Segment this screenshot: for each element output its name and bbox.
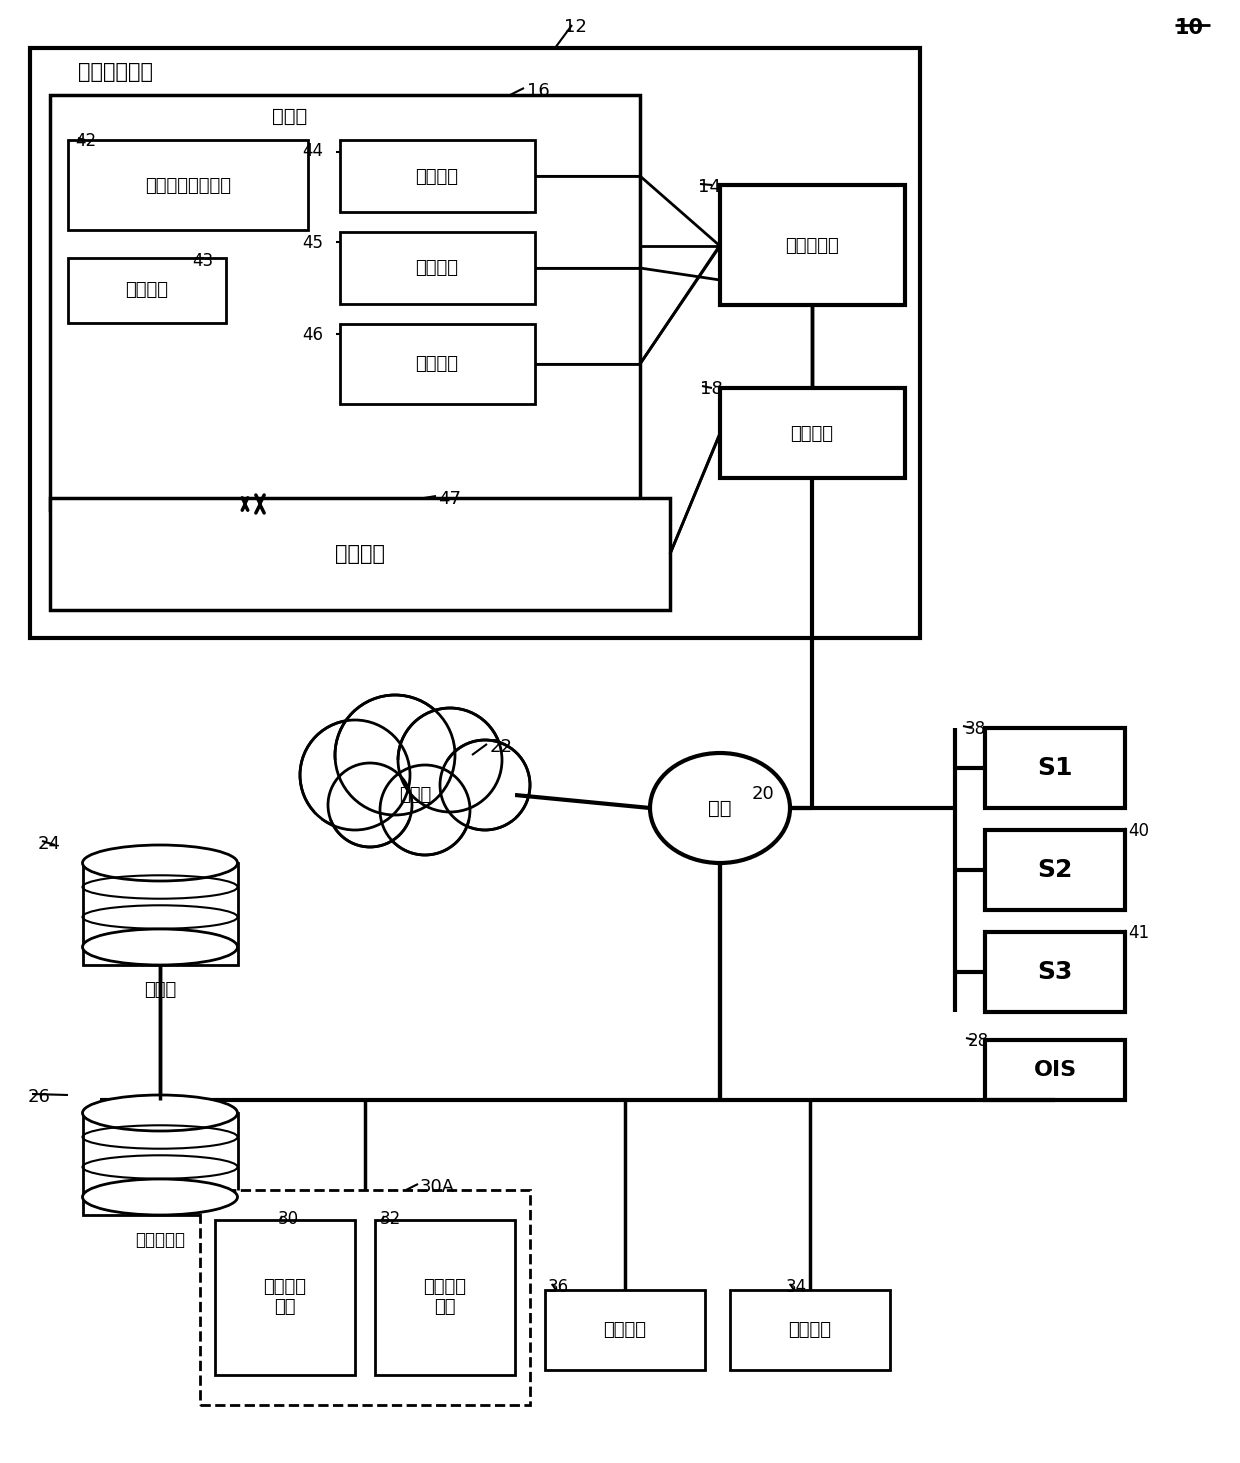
Text: S3: S3 — [1038, 960, 1073, 985]
Text: 30: 30 — [278, 1210, 299, 1227]
Bar — [720, 184, 905, 304]
Text: 数据库: 数据库 — [144, 982, 176, 999]
Text: 41: 41 — [1128, 925, 1149, 942]
Bar — [50, 95, 640, 511]
Text: 18: 18 — [701, 380, 723, 398]
Text: 用户接口: 用户接口 — [604, 1321, 646, 1339]
Text: 互联网: 互联网 — [399, 786, 432, 805]
Text: 存储器: 存储器 — [273, 107, 308, 126]
Bar — [985, 1040, 1125, 1100]
Ellipse shape — [83, 929, 238, 966]
Bar — [315, 759, 515, 819]
Circle shape — [329, 764, 412, 847]
Circle shape — [335, 695, 455, 815]
Bar — [374, 1220, 515, 1375]
Bar — [730, 1290, 890, 1369]
Text: 47: 47 — [438, 490, 461, 508]
Text: 24: 24 — [38, 835, 61, 853]
Ellipse shape — [83, 1094, 238, 1131]
Text: 12: 12 — [563, 18, 587, 37]
Circle shape — [300, 720, 410, 830]
Text: S2: S2 — [1038, 857, 1073, 882]
Text: 28: 28 — [968, 1031, 990, 1050]
Bar — [340, 233, 534, 304]
Bar — [985, 830, 1125, 910]
Text: 操作系统: 操作系统 — [125, 281, 169, 298]
Ellipse shape — [650, 753, 790, 863]
Ellipse shape — [83, 846, 238, 881]
Text: 40: 40 — [1128, 822, 1149, 840]
Text: 显示装置: 显示装置 — [789, 1321, 832, 1339]
Text: 图像处理装置: 图像处理装置 — [78, 61, 153, 82]
Text: S1: S1 — [1037, 756, 1073, 780]
Text: 32: 32 — [379, 1210, 402, 1227]
Bar — [68, 140, 308, 230]
Bar — [985, 932, 1125, 1012]
Text: 放射疗法治疗计划: 放射疗法治疗计划 — [145, 177, 231, 195]
Text: 34: 34 — [786, 1279, 807, 1296]
Text: 软件程序: 软件程序 — [415, 168, 459, 186]
Text: 网络: 网络 — [708, 799, 732, 818]
Text: OIS: OIS — [1033, 1061, 1076, 1080]
Text: 44: 44 — [303, 142, 322, 159]
Text: 放射疗法
装置: 放射疗法 装置 — [263, 1277, 306, 1317]
Bar — [340, 323, 534, 404]
Bar — [83, 1113, 238, 1214]
Text: 医学图像: 医学图像 — [415, 356, 459, 373]
Text: 图像处理器: 图像处理器 — [785, 237, 839, 255]
Text: 10: 10 — [1176, 18, 1204, 38]
Bar — [546, 1290, 706, 1369]
Text: 16: 16 — [527, 82, 549, 99]
Text: 医院数据库: 医院数据库 — [135, 1230, 185, 1249]
Text: 38: 38 — [965, 720, 986, 737]
Bar — [720, 388, 905, 478]
Bar — [50, 497, 670, 610]
Text: 22: 22 — [490, 737, 513, 756]
Text: 45: 45 — [303, 234, 322, 252]
Circle shape — [440, 740, 529, 830]
Bar — [30, 48, 920, 638]
Text: 图像获取
装置: 图像获取 装置 — [424, 1277, 466, 1317]
Text: 20: 20 — [751, 786, 775, 803]
Bar — [83, 863, 238, 966]
Circle shape — [379, 765, 470, 854]
Bar — [985, 729, 1125, 808]
Circle shape — [398, 708, 502, 812]
Bar — [215, 1220, 355, 1375]
Text: 患者数据: 患者数据 — [415, 259, 459, 277]
Text: 46: 46 — [303, 326, 322, 344]
Bar — [200, 1189, 529, 1404]
Text: 43: 43 — [192, 252, 213, 271]
Text: 26: 26 — [29, 1088, 51, 1106]
Bar — [68, 257, 226, 323]
Ellipse shape — [83, 1179, 238, 1214]
Bar — [340, 140, 534, 212]
Text: 30A: 30A — [420, 1178, 455, 1195]
Text: 通信接口: 通信接口 — [791, 424, 833, 443]
Text: 神经网络: 神经网络 — [335, 544, 384, 565]
Text: 14: 14 — [698, 178, 720, 196]
Text: 36: 36 — [548, 1279, 569, 1296]
Text: 42: 42 — [74, 132, 97, 151]
